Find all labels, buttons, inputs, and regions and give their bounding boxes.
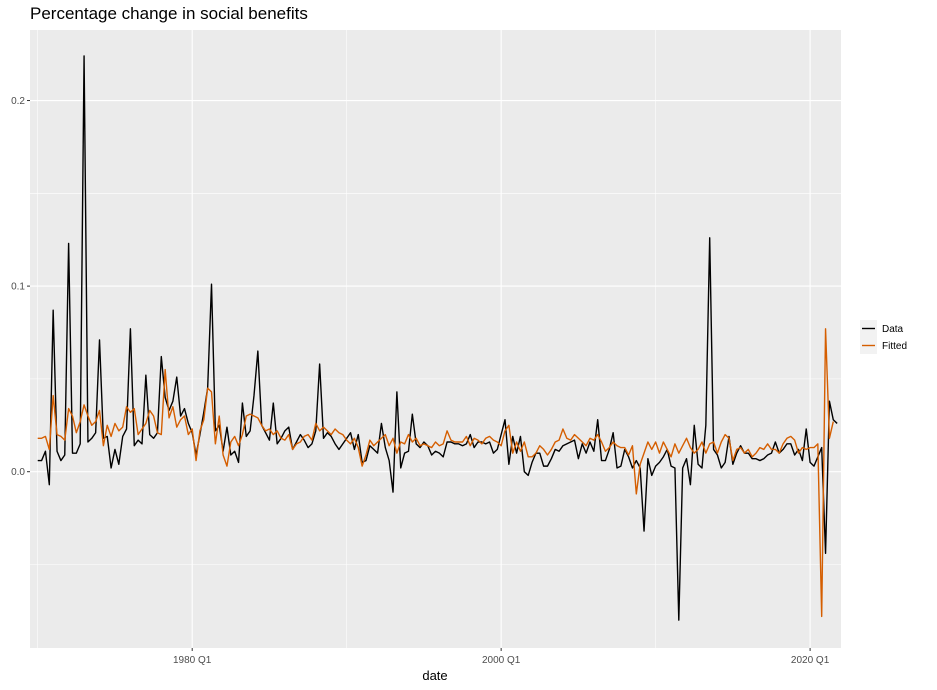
x-tick-label-2000-q1: 2000 Q1 xyxy=(482,655,521,666)
y-tick-label-0-1: 0.1 xyxy=(11,282,25,293)
x-axis-title: date xyxy=(422,668,447,683)
legend-label-data: Data xyxy=(882,324,904,335)
chart-title: Percentage change in social benefits xyxy=(30,4,308,23)
axes: 0.0 0.1 0.2 1980 Q1 2000 Q1 2020 Q1 xyxy=(11,96,830,666)
grid xyxy=(30,30,841,648)
x-tick-label-2020-q1: 2020 Q1 xyxy=(791,655,830,666)
x-tick-label-1980-q1: 1980 Q1 xyxy=(173,655,212,666)
series-line-fitted xyxy=(37,328,834,618)
y-tick-label-0-2: 0.2 xyxy=(11,96,25,107)
plot-panel xyxy=(30,30,841,648)
y-tick-label-0-0: 0.0 xyxy=(11,467,25,478)
series-layer xyxy=(37,55,838,621)
legend-label-fitted: Fitted xyxy=(882,341,907,352)
legend: Data Fitted xyxy=(860,320,907,354)
